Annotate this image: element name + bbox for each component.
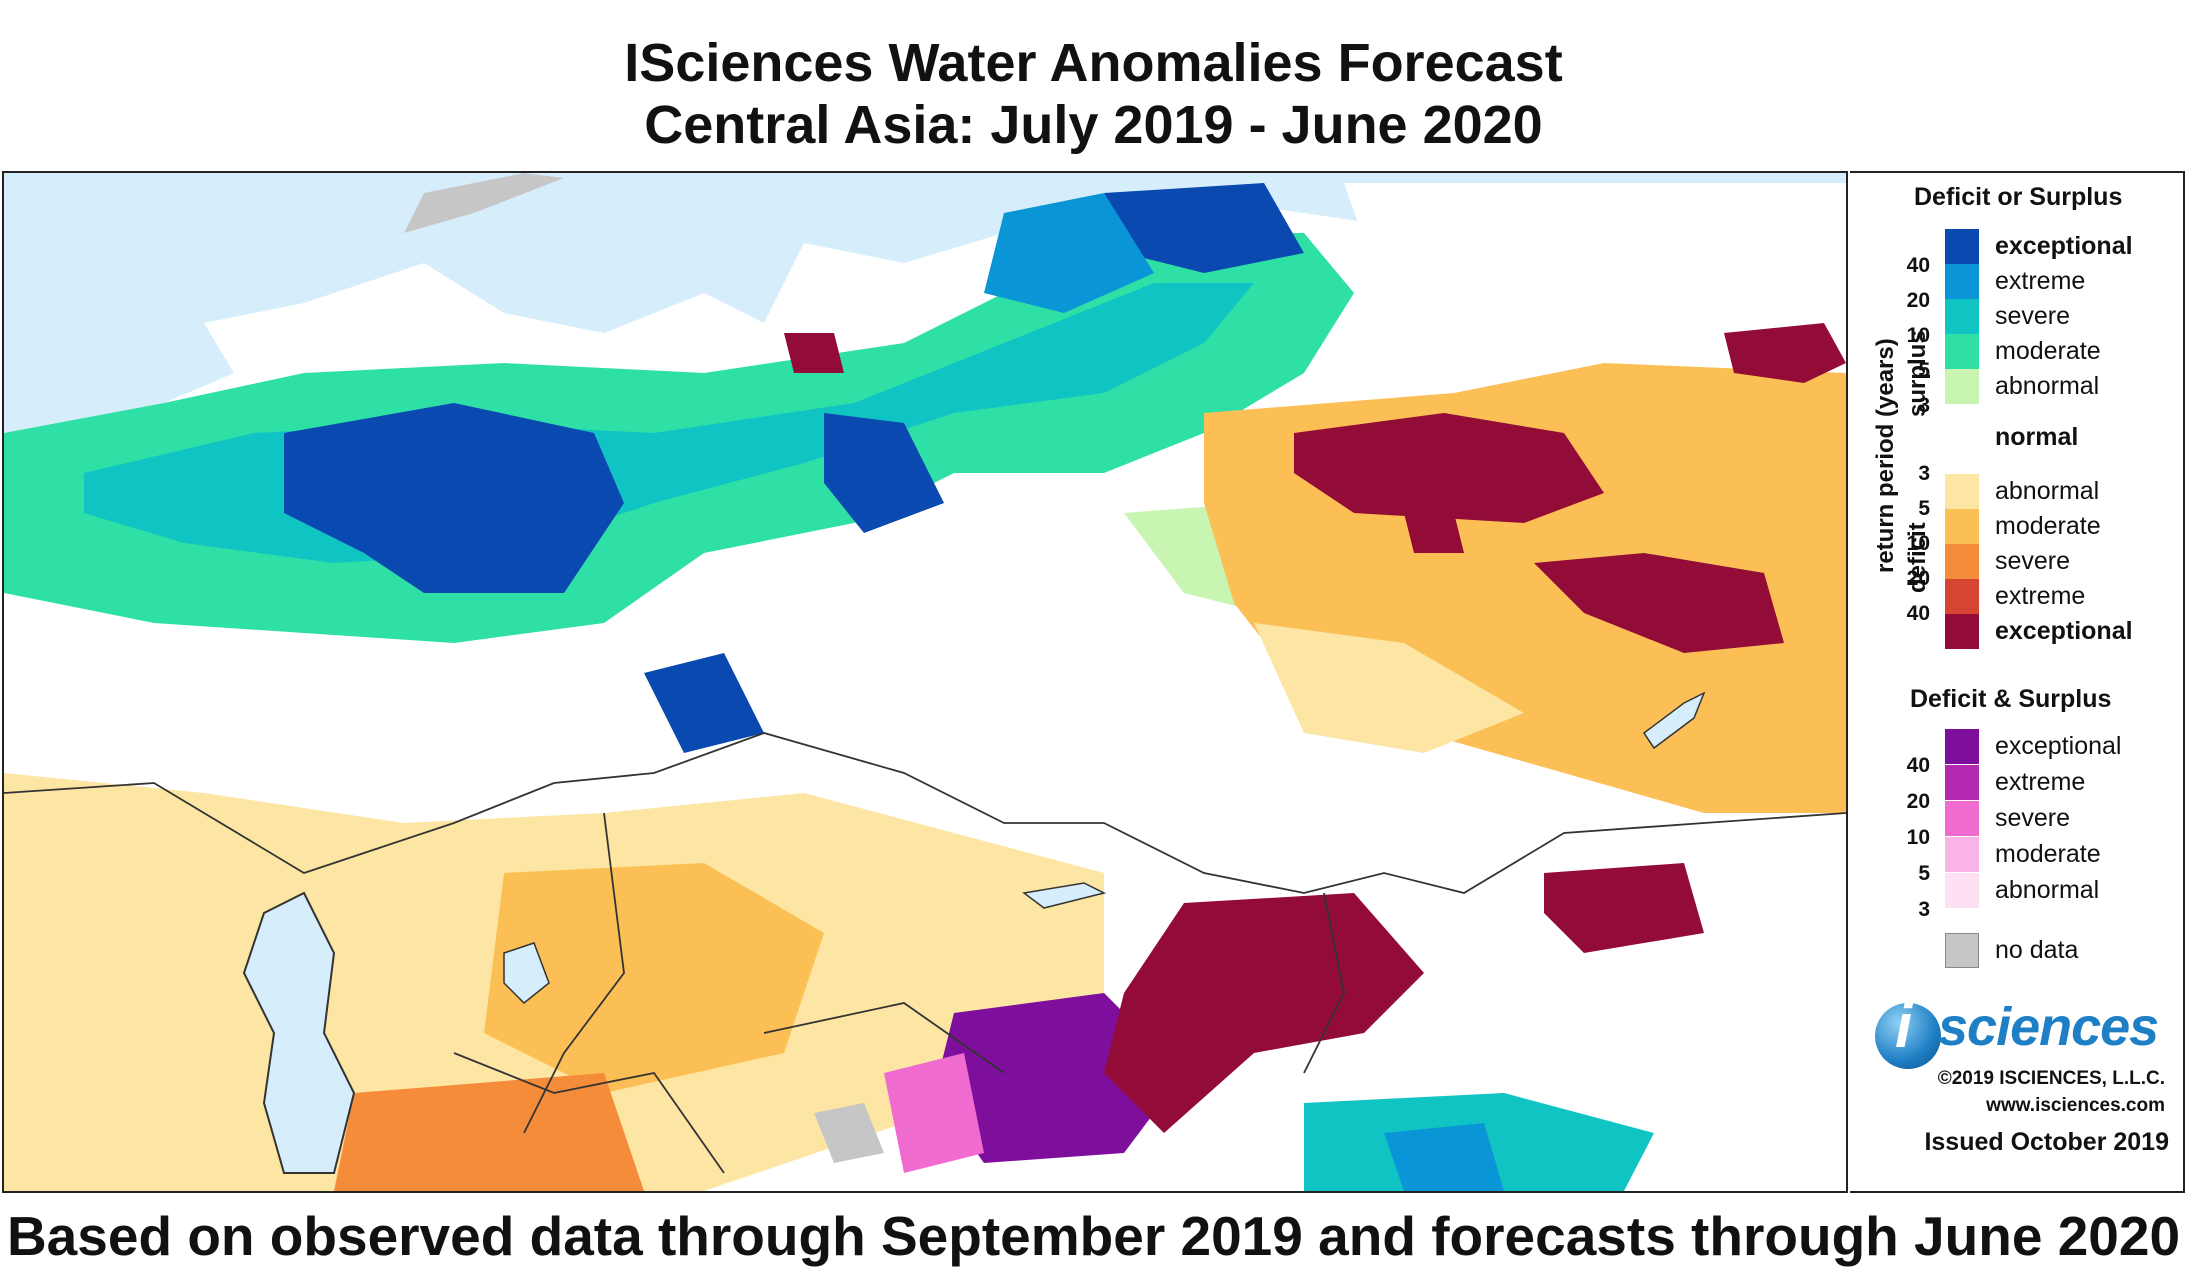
swatch-deficit-severe — [1945, 544, 1979, 579]
nodata-south — [814, 1103, 884, 1163]
anomaly-map-svg — [4, 173, 1846, 1191]
label-deficit-extreme: extreme — [1995, 582, 2086, 610]
mixed-tick-3: 3 — [1918, 898, 1930, 921]
normal-zone-east — [1344, 183, 1846, 393]
legend-panel: Deficit or Surplus return period (years)… — [1850, 171, 2185, 1193]
lake-balkhash — [1022, 882, 1107, 909]
footer-caption: Based on observed data through September… — [6, 1205, 2181, 1267]
country-borders — [4, 732, 1846, 1174]
mixed-tick-5: 5 — [1918, 862, 1930, 885]
label-deficit-exceptional: exceptional — [1995, 617, 2133, 645]
surplus-tick-5: 5 — [1918, 359, 1930, 382]
swatch-deficit-exceptional — [1945, 614, 1979, 649]
swatch-surplus-severe — [1945, 299, 1979, 334]
deficit-tick-10: 10 — [1906, 532, 1930, 555]
map-title-line2: Central Asia: July 2019 - June 2020 — [644, 95, 1543, 155]
swatch-no-data — [1945, 933, 1979, 968]
swatch-mixed-extreme — [1945, 765, 1979, 800]
novaya-zemlya-nodata — [404, 173, 564, 233]
swatch-mixed-abnormal — [1945, 873, 1979, 908]
swatch-deficit-extreme — [1945, 579, 1979, 614]
deficit-zone-exceptional-2 — [1534, 553, 1784, 653]
deficit-zone-exceptional-mongolia — [1544, 863, 1704, 953]
label-deficit-severe: severe — [1995, 547, 2071, 575]
deficit-zone-exceptional-4 — [1404, 513, 1464, 553]
surplus-tick-20: 20 — [1906, 289, 1930, 312]
mixed-tick-10: 10 — [1906, 826, 1930, 849]
deficit-zone-moderate-sw — [334, 1073, 644, 1191]
surplus-zone-exceptional-west — [284, 403, 624, 593]
surplus-tick-40: 40 — [1906, 254, 1930, 277]
issued-date: Issued October 2019 — [1924, 1128, 2169, 1156]
lake-baikal — [1642, 691, 1706, 750]
label-mixed-abnormal: abnormal — [1995, 876, 2100, 904]
aral-sea — [503, 942, 550, 1005]
label-normal: normal — [1995, 423, 2079, 451]
anomaly-map — [2, 171, 1848, 1193]
deficit-zone-exceptional-3 — [1724, 323, 1846, 383]
surplus-zone-exceptional-kazakh — [644, 653, 764, 753]
mixed-tick-20: 20 — [1906, 790, 1930, 813]
label-surplus-severe: severe — [1995, 302, 2071, 330]
swatch-mixed-severe — [1945, 801, 1979, 836]
surplus-tick-10: 10 — [1906, 324, 1930, 347]
label-no-data: no data — [1995, 936, 2079, 964]
label-mixed-extreme: extreme — [1995, 768, 2086, 796]
label-surplus-extreme: extreme — [1995, 267, 2086, 295]
barents-sea — [4, 323, 234, 433]
surplus-tick-3: 3 — [1918, 394, 1930, 417]
label-surplus-abnormal: abnormal — [1995, 372, 2100, 400]
label-deficit-abnormal: abnormal — [1995, 477, 2100, 505]
deficit-tick-40: 40 — [1906, 602, 1930, 625]
label-deficit-moderate: moderate — [1995, 512, 2101, 540]
swatch-surplus-abnormal — [1945, 369, 1979, 404]
isciences-logo-i: i — [1895, 992, 1913, 1061]
isciences-logo-text: sciences — [1938, 997, 2159, 1057]
label-mixed-moderate: moderate — [1995, 840, 2101, 868]
surplus-zone-extreme-north — [984, 193, 1154, 313]
swatch-surplus-moderate — [1945, 334, 1979, 369]
caspian-sea — [242, 891, 356, 1174]
deficit-zone-moderate-central — [484, 863, 824, 1093]
legend-heading-deficit-and-surplus: Deficit & Surplus — [1910, 685, 2112, 713]
mixed-tick-40: 40 — [1906, 754, 1930, 777]
isciences-logo-icon — [1875, 1003, 1941, 1069]
swatch-surplus-extreme — [1945, 264, 1979, 299]
surplus-zone-tibet-ext — [1384, 1123, 1504, 1191]
swatch-deficit-moderate — [1945, 509, 1979, 544]
copyright-text: ©2019 ISCIENCES, L.L.C. — [1937, 1068, 2165, 1089]
swatch-surplus-exceptional — [1945, 229, 1979, 264]
label-surplus-moderate: moderate — [1995, 337, 2101, 365]
label-surplus-exceptional: exceptional — [1995, 232, 2133, 260]
swatch-mixed-exceptional — [1945, 729, 1979, 764]
mixed-zone-severe — [884, 1053, 984, 1173]
deficit-zone-exceptional-tarim — [1104, 893, 1424, 1133]
label-mixed-severe: severe — [1995, 804, 2071, 832]
surplus-zone-exceptional-north — [1104, 183, 1304, 273]
swatch-mixed-moderate — [1945, 837, 1979, 872]
surplus-zone-exceptional-mid — [824, 413, 944, 533]
deficit-tick-3: 3 — [1918, 462, 1930, 485]
swatch-deficit-abnormal — [1945, 474, 1979, 509]
map-title-line1: ISciences Water Anomalies Forecast — [624, 33, 1563, 93]
deficit-zone-abnormal-east — [1254, 623, 1524, 753]
legend-heading-deficit-or-surplus: Deficit or Surplus — [1914, 183, 2123, 211]
swatch-normal — [1945, 404, 1979, 474]
deficit-zone-exceptional-5 — [784, 333, 844, 373]
website-text: www.isciences.com — [1986, 1095, 2165, 1116]
deficit-tick-20: 20 — [1906, 567, 1930, 590]
deficit-zone-exceptional-1 — [1294, 413, 1604, 523]
label-mixed-exceptional: exceptional — [1995, 732, 2122, 760]
deficit-tick-5: 5 — [1918, 497, 1930, 520]
